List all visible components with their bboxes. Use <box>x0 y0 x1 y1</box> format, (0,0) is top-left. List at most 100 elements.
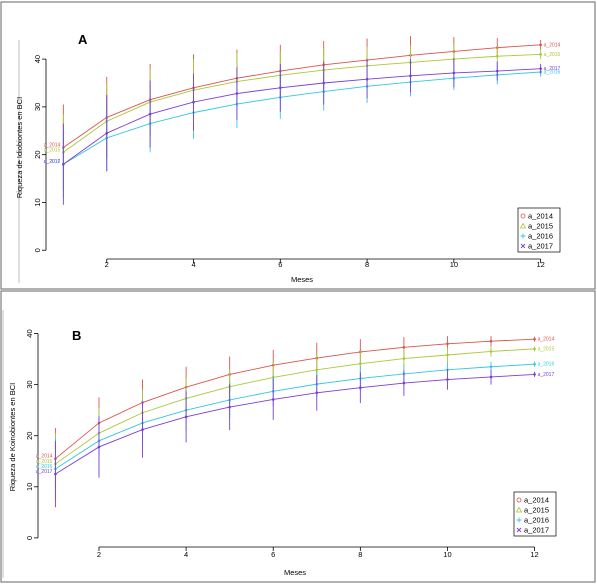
y-tick-label: 10 <box>33 198 42 206</box>
panel-letter: A <box>78 32 88 47</box>
data-point <box>365 77 369 81</box>
series-start-label: a_2014 <box>36 454 53 460</box>
data-point <box>62 162 65 166</box>
legend-marker-cross <box>520 243 526 249</box>
series-line <box>55 338 535 460</box>
series-line <box>63 53 541 153</box>
x-tick-label: 6 <box>271 550 275 559</box>
data-point <box>402 346 406 349</box>
legend-label: a_2014 <box>524 496 549 505</box>
legend-marker-triangle <box>515 506 523 513</box>
legend-marker-circle <box>516 497 522 503</box>
y-tick-label: 0 <box>33 248 42 252</box>
series-line <box>55 348 535 465</box>
series-end-label: a_2015 <box>544 52 561 58</box>
series-end-label: a_2014 <box>544 42 561 48</box>
y-tick-label: 40 <box>33 55 42 63</box>
x-tick-label: 2 <box>105 260 109 269</box>
data-point <box>489 365 493 369</box>
x-tick-label: 8 <box>365 260 369 269</box>
data-point <box>54 472 57 476</box>
x-axis-title: Meses <box>291 275 313 284</box>
data-point <box>489 339 493 343</box>
series-end-label: a_2016 <box>544 70 561 76</box>
panel-a-frame <box>0 1 596 290</box>
legend-label: a_2017 <box>524 526 549 535</box>
x-tick-label: 2 <box>97 550 101 559</box>
series-start-label: a_2017 <box>36 469 53 475</box>
data-point <box>235 92 239 95</box>
data-point <box>409 74 412 78</box>
y-tick-label: 0 <box>25 536 34 540</box>
panel-b-frame <box>0 290 596 583</box>
data-point <box>533 362 536 366</box>
data-point <box>489 375 493 379</box>
data-point <box>322 81 325 85</box>
data-point <box>446 378 449 381</box>
data-point <box>105 131 109 135</box>
y-axis-title: Riqueza de Idiobiontes en BCI <box>15 97 24 198</box>
legend-marker-cross <box>516 527 522 533</box>
x-tick-label: 12 <box>530 550 538 559</box>
series-start-label: a_2016 <box>44 159 61 165</box>
data-point <box>539 43 542 47</box>
series-start-label: a_2017 <box>44 159 61 165</box>
data-point <box>446 353 449 357</box>
panel-a: A 0 10 20 30 40 2 4 6 8 10 12 Meses Riqueza de Idiobi… <box>15 32 561 284</box>
y-axis-title: Riqueza de Koinobiontes en BCI <box>8 383 17 491</box>
x-axis-title: Meses <box>284 568 306 577</box>
series-start-label: a_2015 <box>36 459 53 465</box>
data-point <box>539 67 542 70</box>
data-point <box>533 337 536 341</box>
data-point <box>141 428 144 431</box>
data-point <box>539 53 542 56</box>
series-line <box>55 363 535 470</box>
series-end-label: a_2014 <box>538 337 555 343</box>
data-point <box>446 342 449 346</box>
data-point <box>97 445 101 449</box>
data-point <box>359 386 362 390</box>
x-tick-label: 12 <box>536 260 544 269</box>
y-tick-label: 30 <box>33 103 42 111</box>
series-start-label: a_2016 <box>36 464 53 470</box>
data-point <box>452 71 456 75</box>
data-point <box>495 54 499 58</box>
series-end-label: a_2015 <box>538 346 555 352</box>
data-point <box>271 398 275 401</box>
data-point <box>495 69 499 73</box>
y-tick-label: 20 <box>33 150 42 158</box>
data-point <box>533 373 536 376</box>
panel-letter: B <box>72 328 81 343</box>
data-point <box>489 350 493 353</box>
data-point <box>148 112 152 116</box>
x-tick-label: 4 <box>184 550 188 559</box>
legend-label: a_2016 <box>528 232 553 241</box>
series-line <box>63 44 541 148</box>
series-end-label: a_2017 <box>544 66 561 72</box>
x-tick-label: 6 <box>278 260 282 269</box>
legend-marker-plus <box>520 233 526 239</box>
y-tick-label: 40 <box>25 329 34 337</box>
series-line <box>63 68 541 165</box>
y-tick-label: 10 <box>25 483 34 491</box>
data-point <box>402 357 406 360</box>
legend-marker-circle <box>520 213 526 219</box>
panel-b: B 0 10 20 30 40 2 4 6 8 10 12 Meses Riqueza de Koinob… <box>8 328 557 577</box>
data-point <box>533 347 536 351</box>
data-point <box>315 391 319 395</box>
legend-label: a_2015 <box>528 222 553 231</box>
series-start-label: a_2015 <box>44 147 61 153</box>
data-point <box>192 100 195 104</box>
x-tick-label: 8 <box>358 550 362 559</box>
legend-label: a_2017 <box>528 242 553 251</box>
data-point <box>315 368 319 372</box>
data-point <box>228 405 231 409</box>
legend-label: a_2016 <box>524 516 549 525</box>
x-tick-label: 10 <box>450 260 458 269</box>
legend-marker-triangle <box>519 222 527 229</box>
series-a_2017: a_2017 a_2017 <box>36 369 554 508</box>
